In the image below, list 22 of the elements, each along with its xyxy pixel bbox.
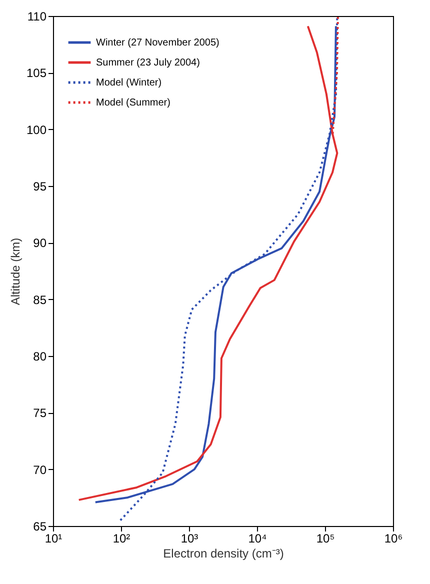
x-tick-label: 10⁴ [248, 532, 267, 546]
x-tick-label: 10³ [180, 532, 198, 546]
y-tick-label: 70 [33, 462, 47, 477]
x-tick-label: 10⁵ [316, 532, 335, 546]
x-axis-title: Electron density (cm⁻³) [163, 546, 284, 560]
y-axis-title: Altitude (km) [8, 238, 22, 306]
x-tick-label: 10² [112, 532, 130, 546]
x-tick-label: 10¹ [44, 532, 62, 546]
legend-label: Model (Winter) [96, 78, 162, 88]
legend-label: Summer (23 July 2004) [96, 58, 200, 68]
y-tick-label: 110 [27, 10, 47, 24]
y-tick-label: 80 [33, 350, 47, 364]
y-tick-label: 75 [33, 406, 47, 420]
y-tick-label: 105 [26, 66, 47, 80]
x-tick-label: 10⁶ [384, 532, 403, 546]
y-tick-label: 85 [33, 292, 47, 307]
legend-label: Model (Summer) [96, 98, 170, 108]
y-tick-label: 100 [26, 122, 47, 137]
legend-label: Winter (27 November 2005) [96, 38, 220, 48]
y-tick-label: 90 [33, 236, 47, 250]
y-tick-label: 65 [33, 520, 47, 534]
y-tick-label: 95 [33, 180, 47, 194]
